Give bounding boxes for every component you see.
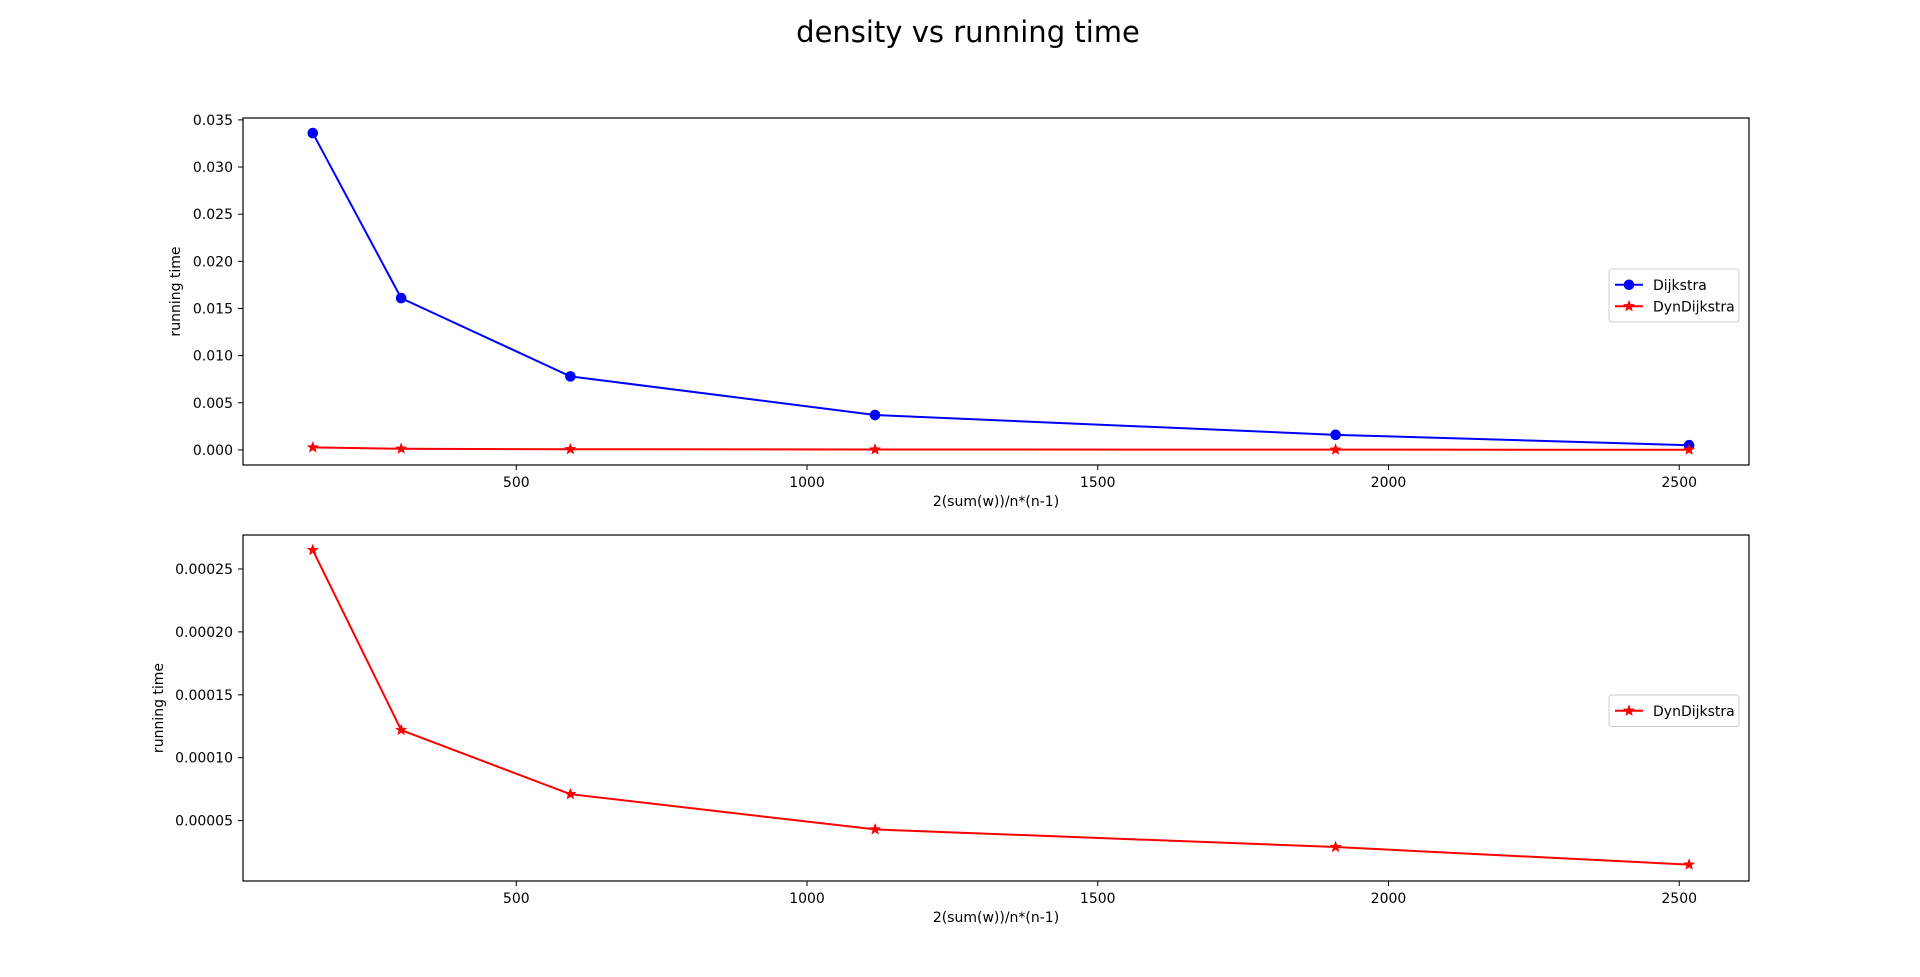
y-axis-label: running time [151, 663, 167, 753]
data-point-dijkstra-1 [395, 292, 407, 304]
data-point-dijkstra-4 [1330, 429, 1341, 441]
data-point-dyndijkstra-4 [1329, 443, 1342, 455]
data-point-dyndijkstra-3 [868, 442, 882, 455]
y-tick-label: 0.030 [193, 160, 233, 176]
data-point-dyndijkstra-2 [564, 787, 577, 800]
y-tick-label: 0.00010 [175, 751, 233, 767]
series-dyndijkstra [306, 440, 1696, 456]
data-point-dyndijkstra-5 [1682, 858, 1696, 870]
legend-box [1608, 694, 1740, 727]
x-tick-label: 1000 [789, 475, 825, 491]
top-chart-panel: 500 1000 1500 2000 2500 0.000 0.005 0.010 0.015 0… [168, 113, 1750, 510]
bottom-chart-panel: 500 1000 1500 2000 2500 0.00005 0.00010 0.00015… [151, 534, 1750, 926]
y-tick-label: 0.00025 [175, 562, 233, 578]
x-tick-label: 1500 [1080, 475, 1116, 491]
data-point-dyndijkstra-1 [394, 723, 408, 736]
legend: DynDijkstra [1608, 694, 1740, 727]
legend: Dijkstra DynDijkstra [1608, 268, 1740, 323]
y-tick-label: 0.005 [193, 396, 233, 412]
data-point-dijkstra-2 [565, 371, 576, 382]
data-point-dijkstra-3 [869, 409, 881, 421]
y-tick-label: 0.035 [193, 113, 233, 129]
x-axis-label: 2(sum(w))/n*(n-1) [933, 910, 1059, 926]
series-line-dyndijkstra [312, 446, 1690, 451]
y-tick-label: 0.020 [193, 254, 233, 270]
data-point-dyndijkstra-0 [306, 440, 319, 453]
legend-box [1608, 268, 1740, 323]
data-point-dyndijkstra-1 [394, 442, 408, 455]
legend-marker-dyndijkstra [1622, 299, 1636, 312]
series-line-dyndijkstra [311, 549, 1690, 866]
x-tick-label: 1500 [1080, 891, 1116, 907]
legend-marker-dijkstra [1623, 279, 1635, 291]
x-tick-label: 2500 [1661, 891, 1697, 907]
x-tick-label: 1000 [789, 891, 825, 907]
figure-title: density vs running time [796, 15, 1140, 49]
legend-label-dijkstra: Dijkstra [1653, 278, 1707, 294]
data-point-dyndijkstra-4 [1329, 840, 1342, 853]
legend-label-dyndijkstra: DynDijkstra [1653, 704, 1735, 720]
x-tick-label: 2000 [1371, 891, 1407, 907]
series-line-dijkstra [311, 132, 1690, 447]
data-point-dyndijkstra-2 [564, 442, 577, 455]
x-tick-label: 2500 [1661, 475, 1697, 491]
y-tick-label: 0.00015 [175, 688, 233, 704]
series-dijkstra [307, 127, 1695, 451]
x-axis-label: 2(sum(w))/n*(n-1) [933, 494, 1059, 510]
series-dyndijkstra [306, 543, 1696, 870]
y-tick-label: 0.00020 [175, 625, 233, 641]
y-tick-label: 0.000 [193, 443, 233, 459]
legend-marker-dyndijkstra [1622, 704, 1636, 717]
y-tick-label: 0.00005 [175, 814, 233, 830]
plot-frame [242, 117, 1750, 466]
legend-label-dyndijkstra: DynDijkstra [1653, 299, 1735, 315]
x-tick-label: 2000 [1371, 475, 1407, 491]
x-tick-label: 500 [503, 475, 530, 491]
data-point-dyndijkstra-3 [868, 822, 882, 835]
data-point-dyndijkstra-5 [1682, 443, 1696, 456]
plot-frame [242, 534, 1750, 882]
y-tick-label: 0.010 [193, 349, 233, 365]
x-tick-label: 500 [503, 891, 530, 907]
y-axis-label: running time [168, 246, 184, 336]
y-tick-label: 0.015 [193, 301, 233, 317]
y-tick-label: 0.025 [193, 207, 233, 223]
data-point-dyndijkstra-0 [306, 543, 319, 556]
data-point-dijkstra-0 [307, 127, 319, 139]
